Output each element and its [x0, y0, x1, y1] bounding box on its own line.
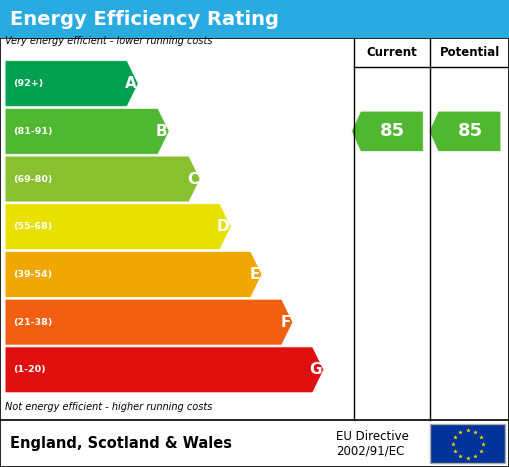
Text: E: E: [249, 267, 260, 282]
Text: F: F: [280, 315, 291, 330]
Text: (21-38): (21-38): [13, 318, 52, 326]
Polygon shape: [5, 108, 169, 154]
Text: EU Directive
2002/91/EC: EU Directive 2002/91/EC: [336, 430, 409, 458]
Bar: [430, 424, 505, 463]
Polygon shape: [5, 299, 293, 345]
Text: Current: Current: [366, 46, 417, 59]
Polygon shape: [429, 111, 501, 151]
Text: Very energy efficient - lower running costs: Very energy efficient - lower running co…: [5, 36, 213, 46]
Text: Not energy efficient - higher running costs: Not energy efficient - higher running co…: [5, 402, 212, 412]
Text: (55-68): (55-68): [13, 222, 52, 231]
Polygon shape: [5, 156, 200, 202]
Polygon shape: [351, 111, 423, 151]
Text: England, Scotland & Wales: England, Scotland & Wales: [10, 436, 232, 451]
Text: (39-54): (39-54): [13, 270, 52, 279]
Text: C: C: [187, 171, 198, 186]
Text: (92+): (92+): [13, 79, 43, 88]
Text: Energy Efficiency Rating: Energy Efficiency Rating: [10, 10, 279, 28]
Text: (81-91): (81-91): [13, 127, 52, 136]
Text: (69-80): (69-80): [13, 175, 52, 184]
Text: 85: 85: [380, 122, 405, 140]
Polygon shape: [5, 204, 231, 250]
Text: 85: 85: [458, 122, 483, 140]
Text: G: G: [309, 362, 322, 377]
Bar: [0, 0, 509, 38]
Polygon shape: [5, 347, 324, 393]
Text: B: B: [156, 124, 167, 139]
Polygon shape: [5, 61, 138, 106]
Bar: [0, 420, 509, 467]
Text: (1-20): (1-20): [13, 365, 45, 375]
Text: D: D: [216, 219, 229, 234]
Text: Potential: Potential: [439, 46, 500, 59]
Text: A: A: [125, 76, 136, 91]
Polygon shape: [5, 252, 262, 297]
